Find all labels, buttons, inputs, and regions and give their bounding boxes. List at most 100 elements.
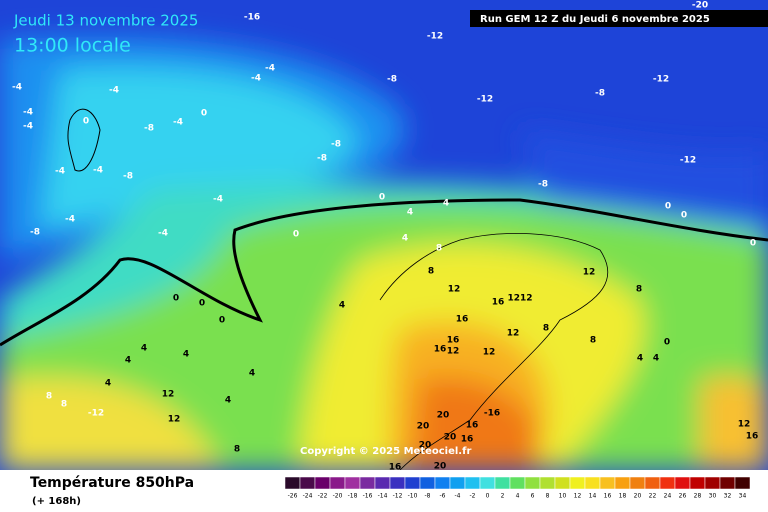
legend-label: 14 [589,493,597,500]
contour-label: 0 [664,338,670,348]
contour-label: 0 [379,193,385,203]
legend-label: -6 [440,493,446,500]
contour-label: 12 [738,420,751,430]
legend-label: 24 [664,493,672,500]
legend-label: 16 [604,493,612,500]
contour-label: 4 [653,354,659,364]
legend-swatch [494,476,511,490]
contour-label: 8 [46,392,52,402]
contour-label: 12 [168,415,181,425]
legend-label: -8 [425,493,431,500]
contour-label: -8 [317,154,327,164]
contour-label: -8 [331,140,341,150]
contour-label: -4 [265,64,275,74]
contour-label: 16 [447,336,460,346]
legend-swatch [509,476,526,490]
legend-label: -12 [393,493,403,500]
contour-label: -4 [158,229,168,239]
legend-label: 2 [501,493,505,500]
legend-swatch [704,476,721,490]
contour-label: 4 [105,379,111,389]
legend-swatch [329,476,346,490]
legend-label: 34 [739,493,747,500]
contour-label: 8 [61,400,67,410]
legend-swatch [419,476,436,490]
field-title: Température 850hPa [30,475,194,491]
contour-label: -4 [55,167,65,177]
contour-label: -4 [109,86,119,96]
legend-label: -26 [288,493,298,500]
contour-label: -4 [173,118,183,128]
contour-label: -8 [123,172,133,182]
legend-label: 4 [516,493,520,500]
contour-label: 4 [225,396,231,406]
legend-label: -10 [408,493,418,500]
contour-label: 0 [750,239,756,249]
contour-label: 1212 [507,294,532,304]
contour-label: 4 [125,356,131,366]
legend-label: -4 [455,493,461,500]
legend-swatch [374,476,391,490]
contour-label: 20 [437,411,450,421]
legend-swatch [659,476,676,490]
contour-label: -12 [427,32,443,42]
legend-label: 28 [694,493,702,500]
contour-label: 0 [219,316,225,326]
legend-swatch [644,476,661,490]
contour-label: -12 [680,156,696,166]
contour-label: -8 [538,180,548,190]
legend-label: 26 [679,493,687,500]
contour-label: 4 [339,301,345,311]
contour-label: -8 [387,75,397,85]
legend-label: 0 [486,493,490,500]
contour-label: 0 [665,202,671,212]
contour-label: 16 [746,432,759,442]
contour-label: 8 [428,267,434,277]
contour-label: -8 [144,124,154,134]
contour-label: -12 [653,75,669,85]
legend-swatch [614,476,631,490]
legend-label: 32 [724,493,732,500]
legend-swatch [434,476,451,490]
contour-label: 8 [590,336,596,346]
legend-label: 10 [559,493,567,500]
contour-label: 4 [407,208,413,218]
legend-swatch [719,476,736,490]
legend-label: -24 [303,493,313,500]
legend-swatch [629,476,646,490]
legend-label: -16 [363,493,373,500]
contour-label: -4 [12,83,22,93]
legend-label: 22 [649,493,657,500]
contour-label: -4 [23,108,33,118]
legend-swatch [449,476,466,490]
contour-label: 16 [466,421,479,431]
legend-swatch [734,476,751,490]
contour-label: 4 [183,350,189,360]
contour-label: 8 [436,244,442,254]
contour-label: -8 [30,228,40,238]
lead-time: (+ 168h) [32,496,81,507]
contour-labels: -16-12-20-4 -4-4-4 -8 -12-12-80-4-4 -4-80-8-… [12,1,759,471]
legend-swatch [344,476,361,490]
contour-label: -8 [595,89,605,99]
contour-label: 0 [83,117,89,127]
coastline [379,233,609,470]
legend-label: -22 [318,493,328,500]
copyright: Copyright © 2025 Meteociel.fr [300,446,471,457]
contour-label: -12 [477,95,493,105]
contour-label: 0 [681,211,687,221]
legend-label: -2 [470,493,476,500]
legend-swatch [479,476,496,490]
contour-label: 16 [492,298,505,308]
legend-swatch [359,476,376,490]
contour-label: 0 [173,294,179,304]
legend-label: 30 [709,493,717,500]
legend-swatch [569,476,586,490]
contour-label: 12 [162,390,175,400]
contour-label: 0 [201,109,207,119]
legend-swatch [584,476,601,490]
contour-label: 4 [249,369,255,379]
contour-label: 4 [443,199,449,209]
contour-label: 12 [483,348,496,358]
